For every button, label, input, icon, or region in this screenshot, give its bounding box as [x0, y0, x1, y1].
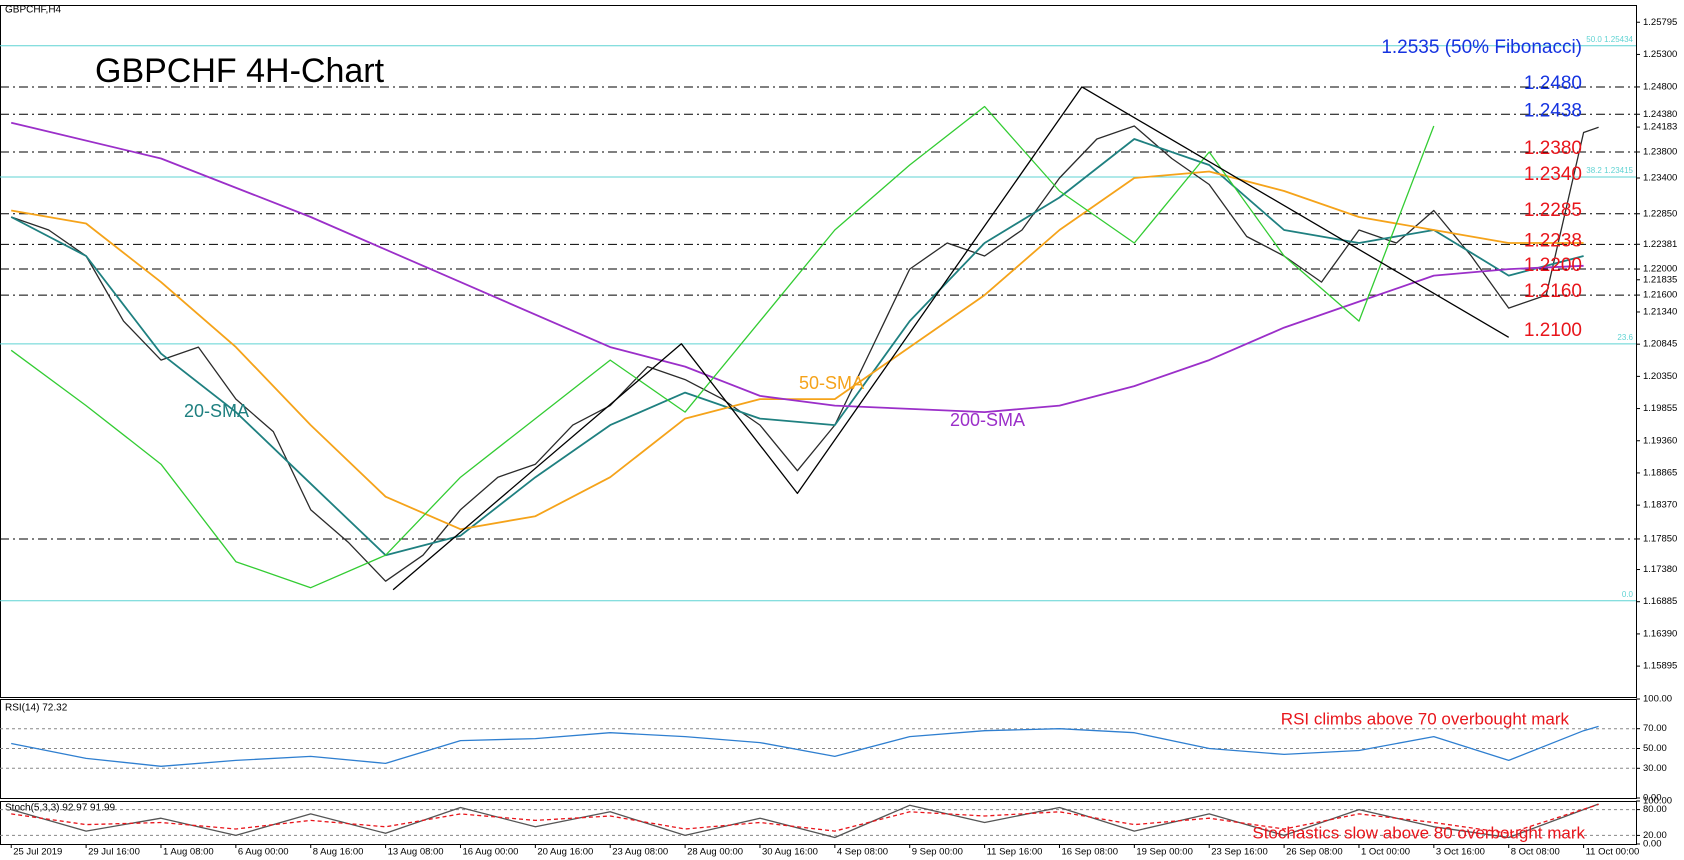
y-tick-label: 1.24380 [1643, 109, 1677, 120]
x-tick-label: 23 Aug 08:00 [612, 847, 668, 858]
y-tick-label: 100.00 [1643, 796, 1672, 807]
x-tick-label: 29 Jul 16:00 [88, 847, 140, 858]
y-tick-label: 1.22850 [1643, 208, 1677, 219]
x-tick-label: 26 Sep 08:00 [1286, 847, 1343, 858]
level-label: 1.2160 [1524, 281, 1582, 302]
y-tick-label: 1.23800 [1643, 147, 1677, 158]
series-line [10, 138, 1584, 557]
level-label: 1.2200 [1524, 255, 1582, 276]
level-label: 1.2380 [1524, 138, 1582, 159]
y-tick-label: 1.24800 [1643, 81, 1677, 92]
rsi-header: RSI(14) 72.32 [5, 703, 68, 714]
y-tick-label: 1.15895 [1643, 661, 1677, 672]
x-tick-label: 8 Aug 16:00 [313, 847, 364, 858]
series-label: 50-SMA [799, 373, 864, 393]
level-label: 1.2100 [1524, 320, 1582, 341]
panel-frame [0, 5, 1637, 698]
symbol: GBPCHF,H4 [5, 5, 62, 16]
y-tick-label: 1.21340 [1643, 306, 1677, 317]
x-tick-label: 11 Sep 16:00 [987, 847, 1043, 858]
y-tick-label: 100.00 [1643, 694, 1672, 705]
y-tick-label: 1.25300 [1643, 49, 1677, 60]
y-tick-label: 50.00 [1643, 743, 1667, 754]
x-tick-label: 16 Aug 00:00 [462, 847, 518, 858]
y-tick-label: 1.17850 [1643, 533, 1677, 544]
x-tick-label: 23 Sep 16:00 [1211, 847, 1268, 858]
series-line [392, 86, 1510, 591]
y-tick-label: 1.19855 [1643, 403, 1677, 414]
y-tick-label: 1.23400 [1643, 173, 1677, 184]
y-tick-label: 1.16885 [1643, 596, 1677, 607]
fib-label: 50.0 1.25434 [1586, 35, 1633, 44]
y-tick-label: 20.00 [1643, 830, 1667, 841]
y-tick-label: 1.22000 [1643, 264, 1677, 275]
x-tick-label: 13 Aug 08:00 [388, 847, 444, 858]
fib-label: 23.6 [1617, 333, 1633, 342]
y-tick-label: 1.18865 [1643, 467, 1677, 478]
y-tick-label: 1.20350 [1643, 371, 1677, 382]
series-line [11, 170, 1584, 531]
x-tick-label: 28 Aug 00:00 [687, 847, 743, 858]
level-label: 1.2340 [1524, 164, 1582, 185]
series-line [10, 121, 1584, 413]
y-tick-label: 80.00 [1643, 804, 1667, 815]
x-tick-label: 19 Sep 00:00 [1136, 847, 1193, 858]
annotation: Stochastics slow above 80 overbought mar… [1252, 823, 1585, 842]
level-label: 1.2535 (50% Fibonacci) [1381, 37, 1582, 58]
y-tick-label: 1.24183 [1643, 122, 1677, 133]
y-tick-label: 1.18370 [1643, 500, 1677, 511]
series-line [10, 105, 1435, 589]
y-tick-label: 1.22381 [1643, 239, 1677, 250]
fib-label: 0.0 [1622, 590, 1634, 599]
x-tick-label: 11 Oct 00:00 [1586, 847, 1640, 858]
series-line [11, 725, 1599, 767]
series-line [10, 125, 1599, 582]
y-tick-label: 1.16390 [1643, 628, 1677, 639]
series-line [11, 803, 1599, 834]
y-tick-label: 1.19360 [1643, 435, 1677, 446]
level-label: 1.2438 [1524, 100, 1582, 121]
y-tick-label: 1.17380 [1643, 564, 1677, 575]
annotation: RSI climbs above 70 overbought mark [1281, 709, 1570, 728]
y-tick-label: 0.00 [1643, 839, 1662, 850]
y-tick-label: 70.00 [1643, 723, 1667, 734]
y-tick-label: 1.25795 [1643, 17, 1677, 28]
level-label: 1.2238 [1524, 230, 1582, 251]
x-tick-label: 9 Sep 00:00 [912, 847, 963, 858]
stoch-header: Stoch(5,3,3) 92.97 91.99 [5, 803, 116, 814]
x-tick-label: 3 Oct 16:00 [1436, 847, 1485, 858]
y-tick-label: 1.21600 [1643, 290, 1677, 301]
x-tick-label: 8 Oct 08:00 [1511, 847, 1560, 858]
x-tick-label: 30 Aug 16:00 [762, 847, 818, 858]
x-tick-label: 25 Jul 2019 [13, 847, 62, 858]
y-tick-label: 0.00 [1643, 793, 1662, 804]
chart-title: GBPCHF 4H-Chart [95, 52, 385, 90]
x-tick-label: 20 Aug 16:00 [537, 847, 593, 858]
series-label: 200-SMA [950, 410, 1025, 430]
fib-label: 38.2 1.23415 [1586, 166, 1633, 175]
y-tick-label: 1.20845 [1643, 339, 1677, 350]
y-tick-label: 30.00 [1643, 763, 1667, 774]
x-tick-label: 1 Aug 08:00 [163, 847, 214, 858]
series-line [11, 803, 1599, 839]
level-label: 1.2285 [1524, 200, 1582, 221]
y-tick-label: 1.21835 [1643, 274, 1677, 285]
x-tick-label: 6 Aug 00:00 [238, 847, 289, 858]
x-tick-label: 4 Sep 08:00 [837, 847, 888, 858]
series-label: 20-SMA [184, 401, 249, 421]
x-tick-label: 16 Sep 08:00 [1061, 847, 1118, 858]
panel-frame [0, 801, 1637, 845]
level-label: 1.2480 [1524, 73, 1582, 94]
x-tick-label: 1 Oct 00:00 [1361, 847, 1410, 858]
